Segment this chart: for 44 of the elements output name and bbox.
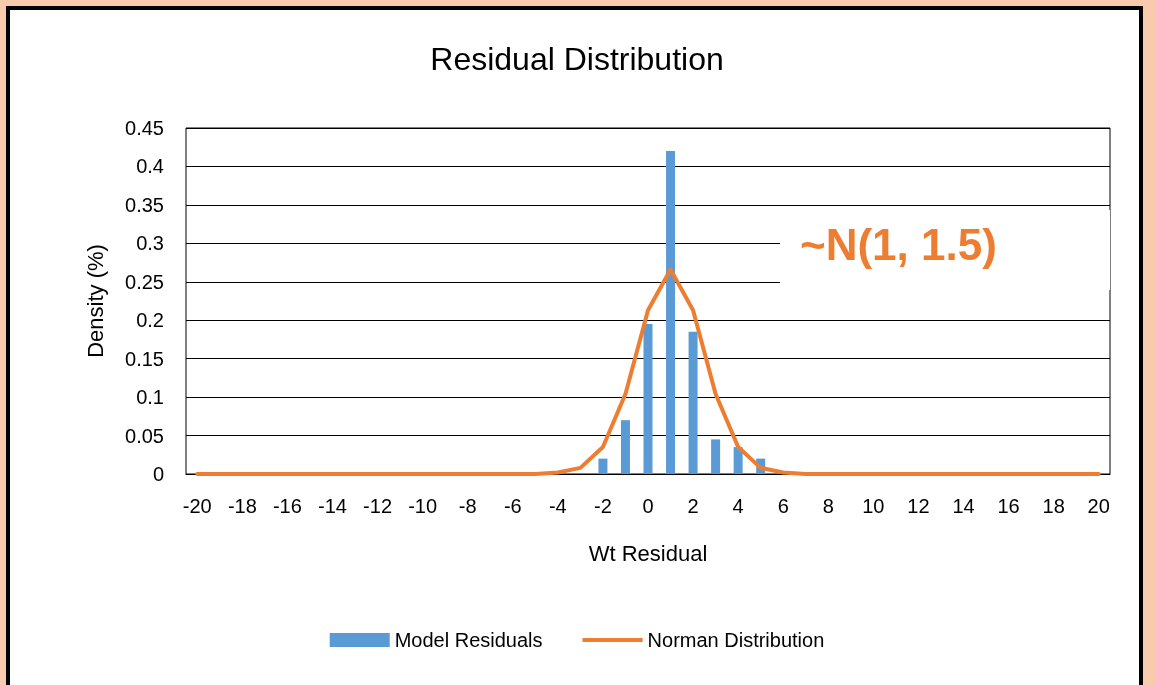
x-tick-label: 18 <box>1042 495 1065 517</box>
x-tick-label: -4 <box>548 495 567 517</box>
x-tick-label: -10 <box>408 495 438 517</box>
x-tick-label: 10 <box>862 495 885 517</box>
x-tick-label: 2 <box>687 495 699 517</box>
x-tick-label: -8 <box>458 495 477 517</box>
y-tick-label: 0.2 <box>136 309 164 332</box>
y-tick-label: 0.05 <box>125 424 164 447</box>
y-tick-label: 0.15 <box>125 347 164 370</box>
y-tick-label: 0 <box>152 463 164 485</box>
bar <box>688 331 698 474</box>
x-tick-label: -6 <box>503 495 522 517</box>
y-tick-label: 0.45 <box>125 117 164 139</box>
x-tick-label: -2 <box>594 495 612 517</box>
line-series <box>195 267 1101 476</box>
y-tick-label: 0.25 <box>125 270 164 293</box>
legend-label: Model Residuals <box>394 629 543 651</box>
x-tick-label: 0 <box>642 495 654 517</box>
x-tick-label: 8 <box>822 495 834 517</box>
x-tick-label: -12 <box>363 495 393 517</box>
y-tick-label: 0.4 <box>136 155 164 178</box>
bar <box>643 324 653 474</box>
bar <box>620 420 630 474</box>
x-tick-label: -18 <box>227 495 257 517</box>
x-tick-label: -16 <box>272 495 302 517</box>
x-tick-label: 14 <box>952 495 975 517</box>
x-axis-title: Wt Residual <box>588 540 708 566</box>
x-tick-label: -20 <box>182 495 212 517</box>
y-tick-label: 0.35 <box>125 193 164 216</box>
y-tick-label: 0.1 <box>136 386 164 409</box>
annotation: ~N(1, 1.5) <box>800 219 997 269</box>
legend-label: Norman Distribution <box>647 629 825 651</box>
bar <box>666 151 676 474</box>
x-tick-label: -14 <box>318 495 347 517</box>
chart-title: Residual Distribution <box>430 41 724 77</box>
x-tick-label: 12 <box>907 495 930 517</box>
bar <box>598 458 608 474</box>
y-axis-title: Density (%) <box>82 244 108 358</box>
x-tick-label: 4 <box>732 495 744 517</box>
x-tick-label: 20 <box>1087 495 1110 517</box>
x-tick-label: 6 <box>777 495 789 517</box>
x-tick-label: 16 <box>997 495 1020 517</box>
bar <box>711 439 721 474</box>
y-tick-label: 0.3 <box>136 232 164 255</box>
